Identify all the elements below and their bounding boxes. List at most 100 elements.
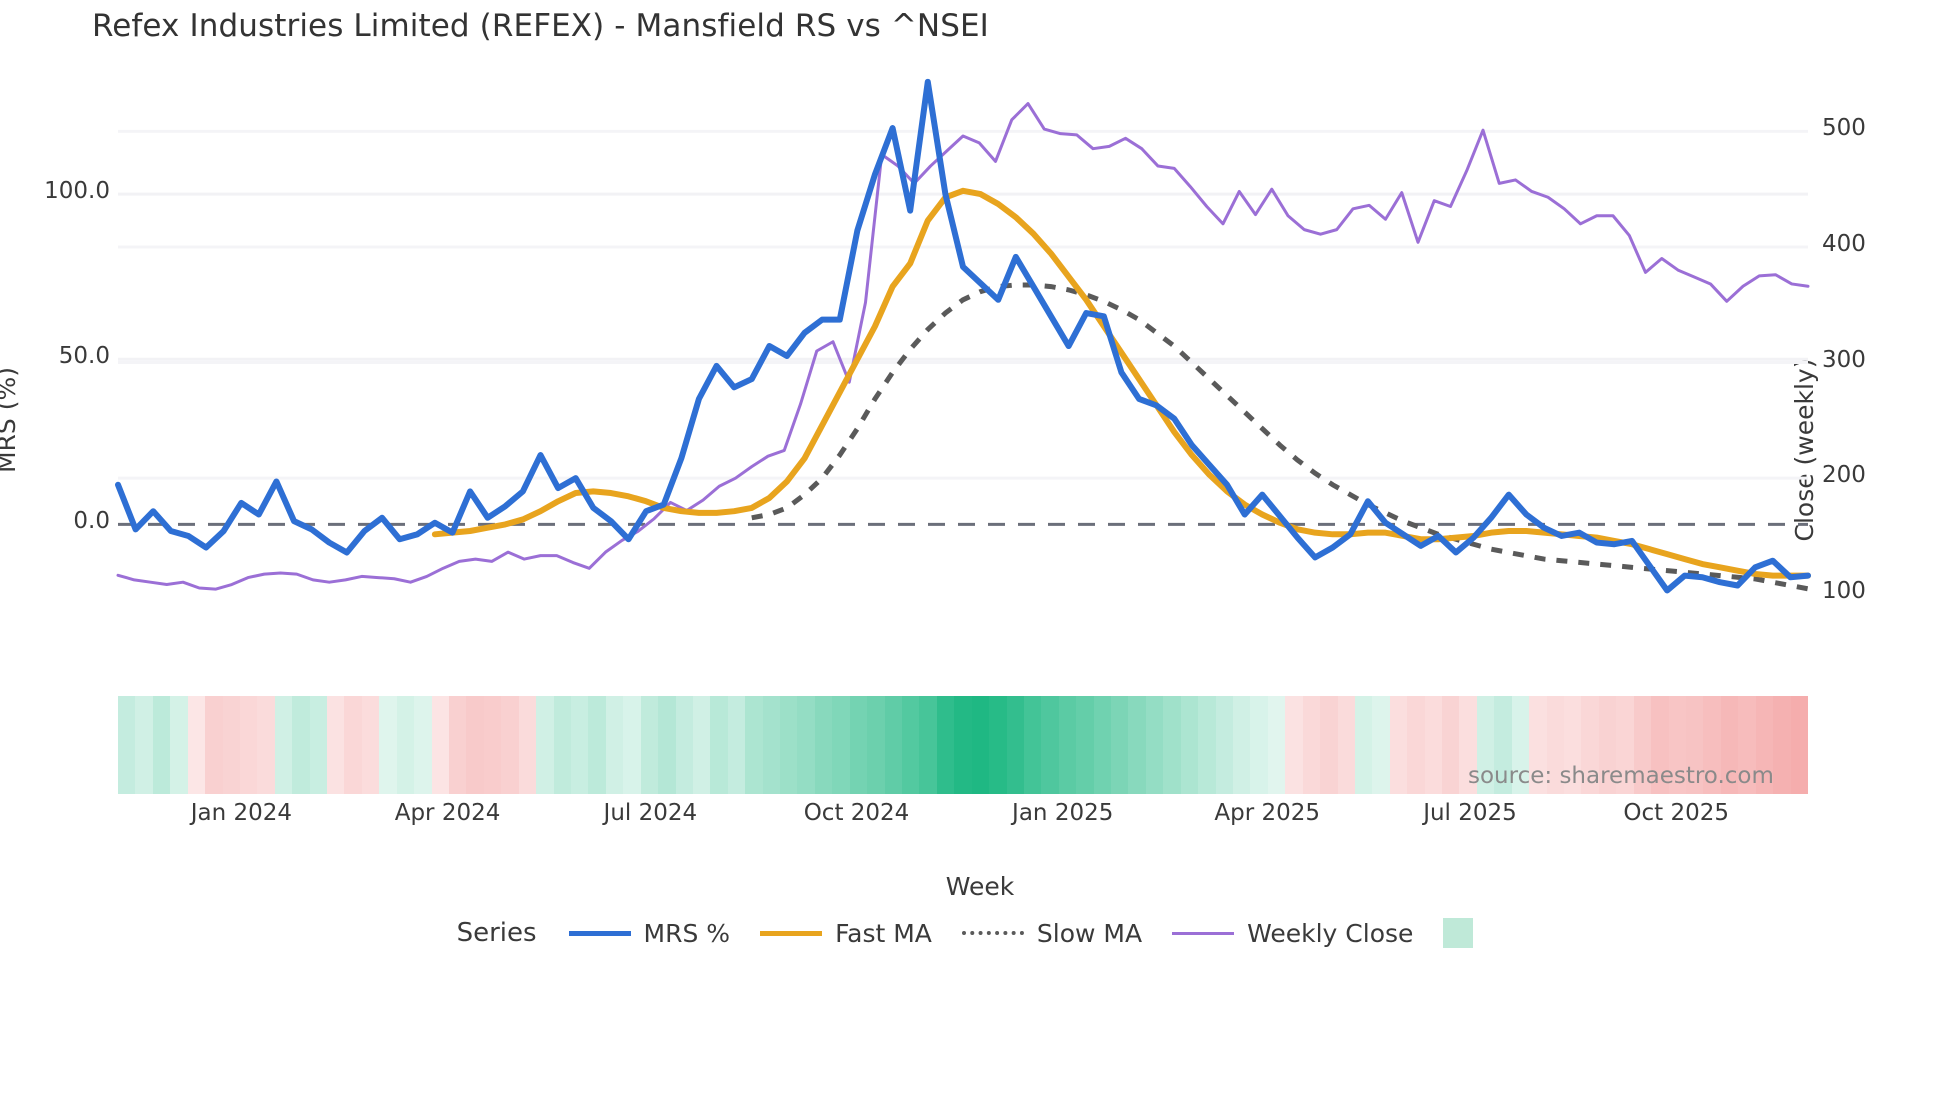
heatmap-cell (1320, 696, 1338, 794)
legend-swatch-weekly-close-icon (1172, 931, 1235, 935)
heatmap-cell (1354, 696, 1373, 794)
legend-item-mrs[interactable]: MRS % (568, 919, 730, 948)
legend-label-fast-ma: Fast MA (835, 918, 932, 948)
x-axis-tick: Jul 2025 (1423, 800, 1517, 826)
heatmap-cell (640, 696, 659, 794)
heatmap-cell (309, 696, 328, 794)
heatmap-cell (135, 696, 153, 794)
heatmap-cell (1668, 696, 1686, 794)
series-line-mrs (115, 78, 1811, 594)
y-axis-left-tick: 100.0 (44, 178, 110, 205)
gridlines (118, 129, 1808, 480)
heatmap-cell (466, 696, 484, 794)
y-axis-left-tick: 0.0 (73, 508, 110, 535)
heatmap-cell (623, 696, 641, 794)
x-axis-tick: Apr 2025 (1214, 800, 1321, 826)
heatmap-cell (1424, 696, 1443, 794)
heatmap-cell (1145, 696, 1164, 794)
heatmap-cell (1041, 696, 1059, 794)
heatmap-cell (274, 696, 293, 794)
heatmap-cell (1738, 696, 1756, 794)
y-axis-right-tick: 400 (1822, 230, 1866, 257)
legend-item-slow-ma[interactable]: Slow MA (961, 918, 1143, 948)
heatmap-cell (1267, 696, 1286, 794)
heatmap-cell (292, 696, 310, 794)
heatmap-cell (257, 696, 275, 794)
heatmap-cell (797, 696, 815, 794)
heatmap-cell (936, 696, 955, 794)
x-axis-tick: Oct 2024 (803, 800, 910, 826)
legend-swatch-regime-band-icon (1443, 918, 1474, 948)
heatmap-cell (152, 696, 171, 794)
heatmap-cell (1250, 696, 1268, 794)
heatmap-cell (1076, 696, 1094, 794)
source-attribution: source: sharemaestro.com (1468, 763, 1774, 789)
legend-swatch-fast-ma-icon (760, 930, 823, 936)
x-axis-tick: Jan 2024 (190, 800, 293, 826)
legend-item-fast-ma[interactable]: Fast MA (760, 919, 932, 948)
heatmap-cell (605, 696, 624, 794)
legend-swatch-mrs-icon (568, 930, 631, 936)
heatmap-cell (1006, 696, 1024, 794)
heatmap-cell (239, 696, 258, 794)
y-axis-right-tick: 500 (1822, 115, 1866, 142)
heatmap-cell (867, 696, 885, 794)
heatmap-cell (989, 696, 1007, 794)
legend-item-regime-band[interactable] (1443, 918, 1474, 948)
heatmap-cell (187, 696, 206, 794)
y-axis-right-tick: 100 (1822, 577, 1866, 604)
heatmap-cell (1564, 696, 1582, 794)
page-title: Refex Industries Limited (REFEX) - Mansf… (92, 8, 989, 44)
heatmap-cell (1093, 696, 1112, 794)
relative-strength-heatmap-strip (118, 696, 1808, 794)
x-axis-title: Week (945, 872, 1015, 901)
x-axis-tick: Jan 2025 (1012, 800, 1114, 826)
heatmap-cell (780, 696, 798, 794)
heatmap-cell (1616, 696, 1634, 794)
y-axis-right-tick: 300 (1822, 346, 1866, 373)
heatmap-cell (536, 696, 554, 794)
heatmap-cell (1389, 696, 1408, 794)
heatmap-cell (1773, 696, 1791, 794)
heatmap-cell (205, 696, 223, 794)
heatmap-cell (954, 696, 972, 794)
x-axis-tick: Jul 2024 (603, 800, 698, 826)
heatmap-cell (1302, 696, 1321, 794)
heatmap-cell (762, 696, 781, 794)
legend-item-weekly-close[interactable]: Weekly Close (1172, 919, 1413, 948)
heatmap-cell (675, 696, 693, 794)
heatmap-cell (1180, 696, 1199, 794)
heatmap-cell (414, 696, 432, 794)
heatmap-cell (501, 696, 519, 794)
heatmap-cell (449, 696, 467, 794)
series-line-slow-ma (751, 282, 1809, 592)
heatmap-cell (1023, 696, 1042, 794)
heatmap-cell (396, 696, 415, 794)
heatmap-cell (344, 696, 362, 794)
heatmap-cell (361, 696, 380, 794)
heatmap-cell (1720, 696, 1739, 794)
x-axis-tick: Apr 2024 (394, 800, 501, 826)
heatmap-cell (1459, 696, 1477, 794)
heatmap-cell (1581, 696, 1599, 794)
heatmap-cell (222, 696, 240, 794)
heatmap-cell (1790, 696, 1808, 794)
heatmap-cell (483, 696, 502, 794)
heatmap-cell (901, 696, 920, 794)
legend-label-slow-ma: Slow MA (1036, 918, 1143, 948)
heatmap-cell (379, 696, 397, 794)
heatmap-cell (431, 696, 450, 794)
heatmap-cell (832, 696, 850, 794)
y-axis-right-tick: 200 (1822, 462, 1866, 489)
heatmap-cell (1546, 696, 1565, 794)
heatmap-cell (1372, 696, 1390, 794)
heatmap-cell (1511, 696, 1530, 794)
heatmap-cell (1111, 696, 1129, 794)
y-axis-left-title: MRS (%) (0, 366, 21, 474)
heatmap-cell (710, 696, 728, 794)
heatmap-cell (118, 696, 136, 794)
legend-title: Series (456, 918, 537, 948)
heatmap-cell (1755, 696, 1774, 794)
heatmap-cell (1285, 696, 1303, 794)
